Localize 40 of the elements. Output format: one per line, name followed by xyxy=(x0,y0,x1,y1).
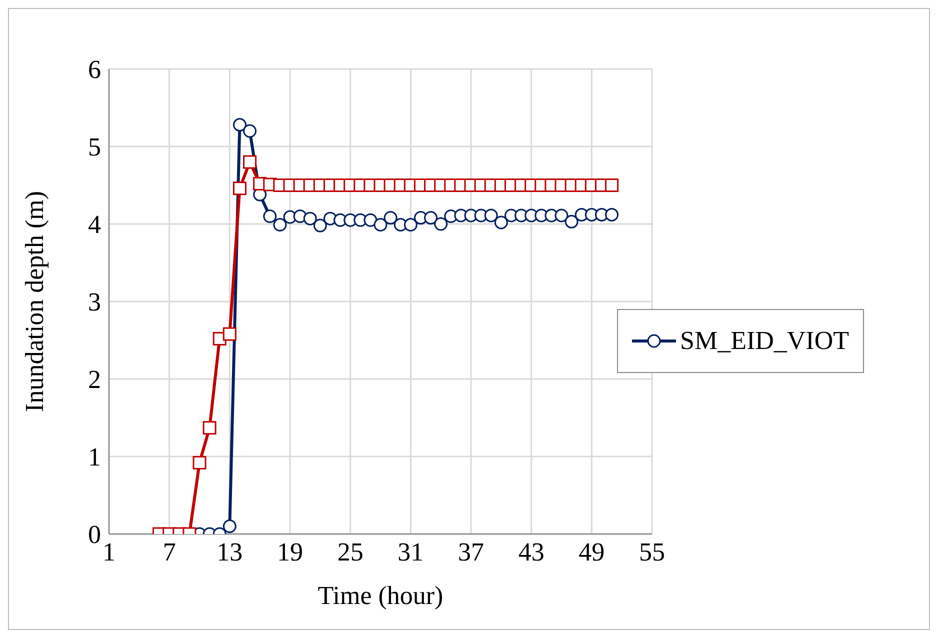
y-tick-label: 4 xyxy=(88,210,101,240)
point xyxy=(364,213,378,227)
point xyxy=(605,208,619,222)
point xyxy=(243,124,257,138)
x-tick-label: 43 xyxy=(518,537,544,566)
x-tick-label: 19 xyxy=(277,537,303,566)
x-tick-label: 7 xyxy=(162,537,176,566)
point xyxy=(263,210,277,223)
point xyxy=(494,216,508,230)
point xyxy=(424,211,438,225)
point xyxy=(434,217,448,231)
x-tick-label: 37 xyxy=(458,537,484,566)
x-axis-title: Time (hour) xyxy=(318,581,444,610)
point xyxy=(232,118,246,132)
point xyxy=(564,214,578,228)
x-tick-label: 13 xyxy=(216,537,243,566)
point xyxy=(554,208,568,222)
point xyxy=(404,218,418,232)
point xyxy=(243,155,257,169)
point xyxy=(384,211,398,225)
y-tick-label: 5 xyxy=(88,132,101,162)
point xyxy=(313,218,327,232)
y-tick-label: 2 xyxy=(88,365,101,394)
y-tick-label: 3 xyxy=(88,288,101,317)
x-tick-label: 49 xyxy=(578,537,605,566)
legend-label: SM_EID_VIOT xyxy=(680,326,849,356)
y-axis-title: Inundation depth (m) xyxy=(20,191,50,412)
point xyxy=(303,212,317,226)
point xyxy=(605,178,619,192)
x-tick-label: 55 xyxy=(639,537,665,566)
point xyxy=(232,182,246,196)
x-tick-label: 31 xyxy=(398,537,424,566)
point xyxy=(484,208,498,222)
y-tick-label: 0 xyxy=(88,520,101,550)
point xyxy=(222,327,236,341)
point xyxy=(273,218,287,232)
y-tick-label: 1 xyxy=(88,442,101,472)
y-tick-label: 6 xyxy=(88,55,101,84)
x-tick-label: 25 xyxy=(337,537,364,566)
point xyxy=(374,218,388,232)
